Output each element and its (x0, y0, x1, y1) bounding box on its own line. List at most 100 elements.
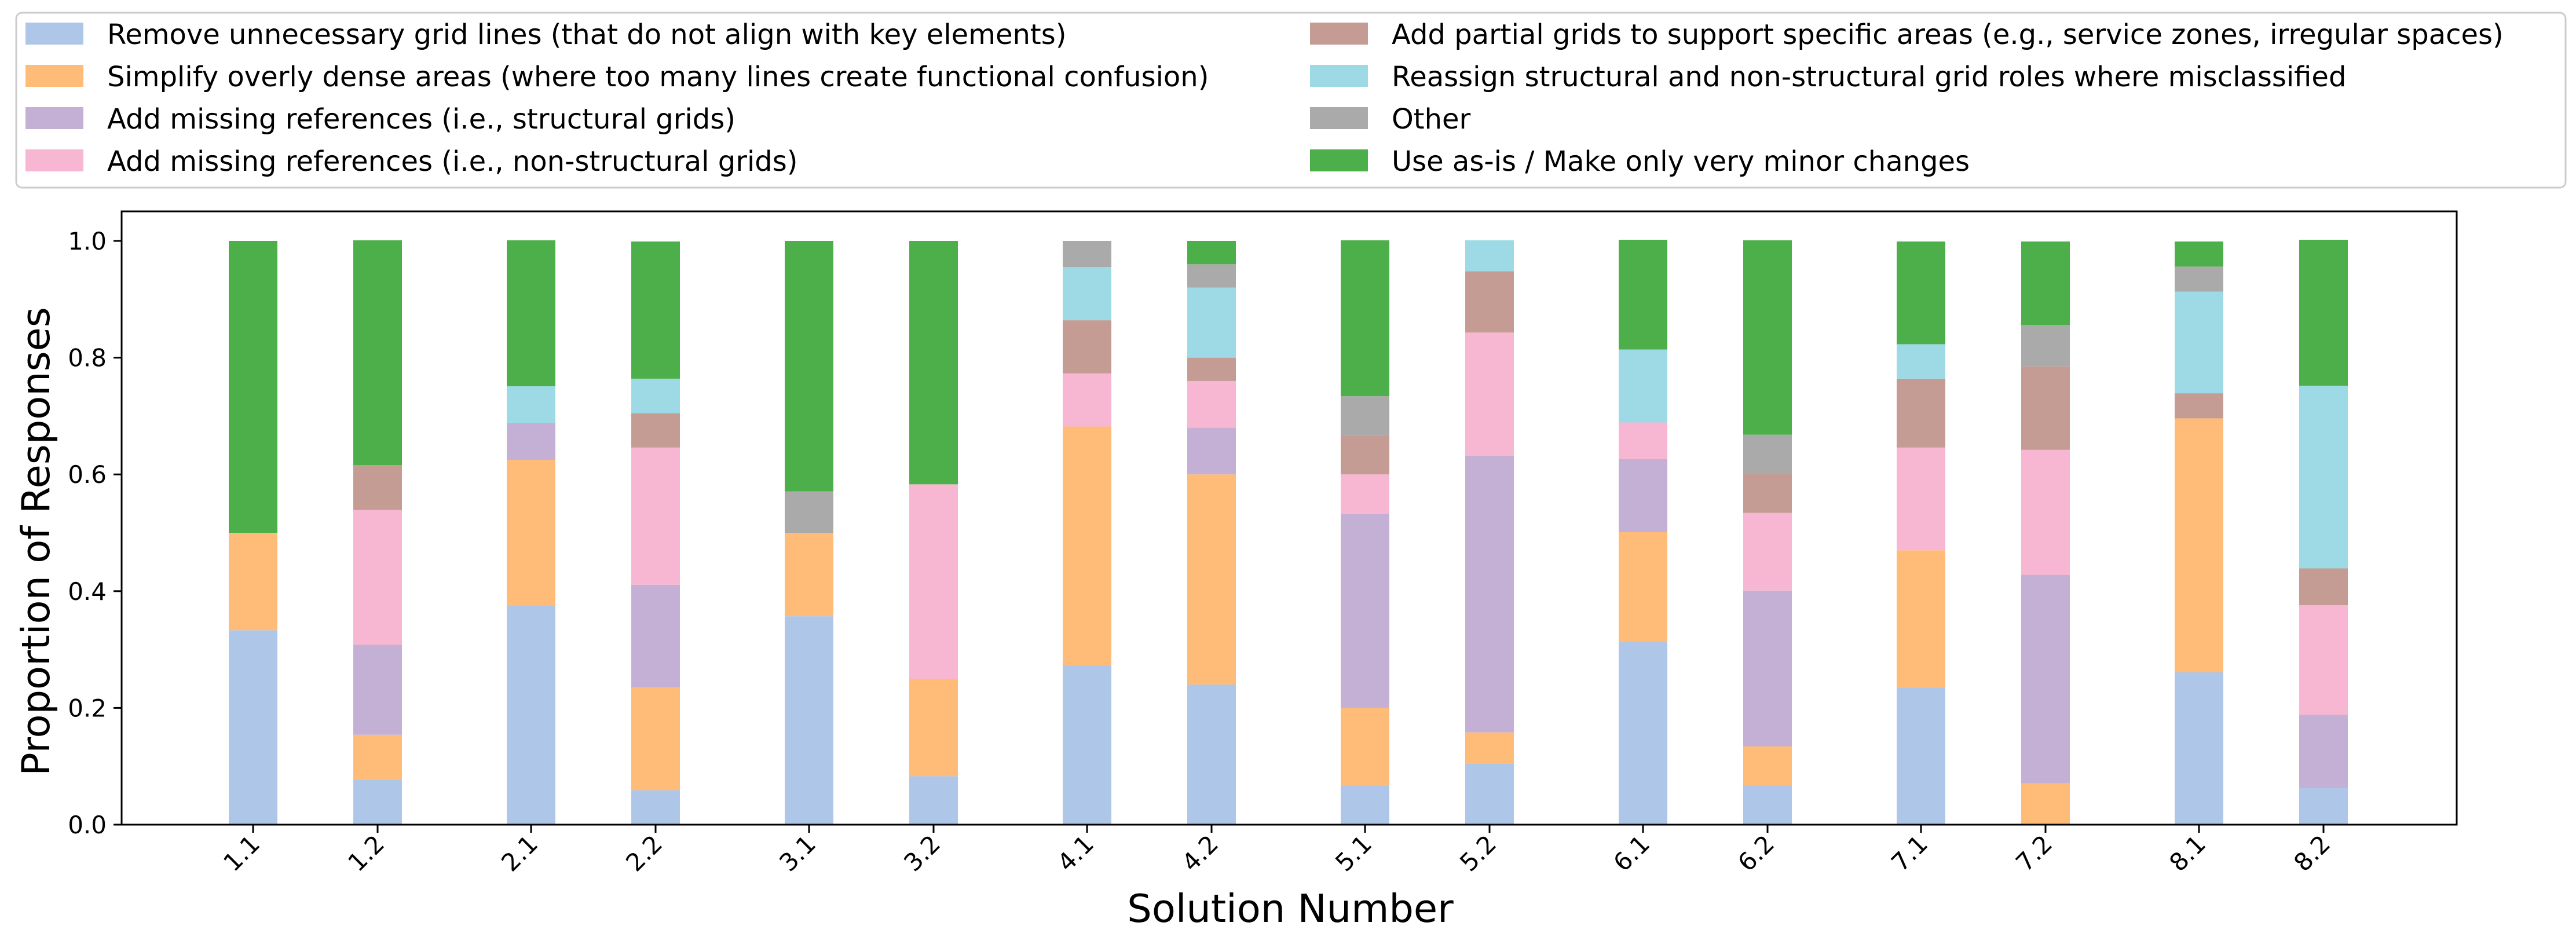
bar-segment (2299, 605, 2348, 715)
bar-segment (507, 240, 555, 386)
bar-segment (1063, 241, 1111, 268)
bar-segment (2021, 325, 2070, 367)
bar-segment (229, 630, 277, 825)
legend-label: Add partial grids to support specific ar… (1392, 19, 2504, 51)
bar-segment (1187, 264, 1236, 288)
bar-segment (2021, 449, 2070, 575)
bar-segment (1619, 642, 1667, 825)
bar-segment (909, 241, 958, 485)
bar-segment (1465, 332, 1514, 456)
bar-segment (1743, 240, 1792, 435)
x-tick-label: 3.1 (774, 829, 821, 877)
x-tick-label: 8.2 (2288, 829, 2336, 877)
bar-segment (2175, 418, 2223, 672)
x-tick-label: 5.2 (1454, 829, 1502, 877)
bar-segment (1063, 320, 1111, 374)
bar-segment (909, 776, 958, 825)
x-axis: 1.1 1.2 2.1 2.2 3.1 3.2 4.1 4.2 5.1 5.2 6.1 6.2 7.1 7… (218, 825, 2336, 877)
bar-segment (2299, 568, 2348, 605)
bar-segment (353, 645, 402, 735)
plot-frame (120, 210, 2458, 826)
bar-segment (2175, 291, 2223, 394)
legend-label: Simplify overly dense areas (where too m… (107, 61, 1209, 93)
legend-label: Add missing references (i.e., non-struct… (107, 145, 798, 178)
bar-segment (1465, 271, 1514, 333)
bar-segment (1897, 378, 1945, 448)
x-tick-label: 2.2 (620, 829, 668, 877)
legend-swatch (25, 107, 83, 129)
bar-segment (1187, 357, 1236, 381)
bar-segment (631, 241, 680, 379)
bar-segment (1619, 459, 1667, 532)
bar-segment (1063, 267, 1111, 321)
legend-swatch (25, 149, 83, 171)
bar-segment (353, 465, 402, 510)
bar-segment (909, 679, 958, 777)
bar-segment (1063, 665, 1111, 825)
bar-segment (1465, 455, 1514, 733)
bar-segment (785, 616, 833, 825)
bar-segment (229, 241, 277, 533)
bar-segment (2175, 241, 2223, 267)
bar-segment (631, 790, 680, 825)
bar-segment (353, 734, 402, 780)
bar-segment (353, 779, 402, 825)
bar-segment (2299, 788, 2348, 825)
bar-segment (631, 584, 680, 688)
bar-segment (1743, 590, 1792, 746)
bar-segment (1187, 427, 1236, 475)
bar-segment (2021, 241, 2070, 325)
bar-segment (507, 460, 555, 606)
x-tick-label: 6.2 (1732, 829, 1780, 877)
x-tick-label: 7.1 (1886, 829, 1933, 877)
bar-segment (631, 378, 680, 413)
bar-segment (1341, 708, 1389, 786)
y-tick-label: 0.6 (68, 460, 107, 489)
bar-segment (2299, 385, 2348, 569)
bar-segment (1187, 474, 1236, 685)
legend-swatch (1310, 149, 1368, 171)
bar-segment (1063, 426, 1111, 665)
bar-segment (2021, 366, 2070, 450)
bar-segment (1619, 239, 1667, 350)
bar-segment (353, 240, 402, 466)
bar-segment (631, 413, 680, 448)
bar-segment (1897, 687, 1945, 825)
bar-segment (2175, 266, 2223, 292)
bar-segment (1341, 513, 1389, 708)
bar-segment (1619, 349, 1667, 423)
bar-segment (909, 484, 958, 679)
bar-segment (2021, 574, 2070, 784)
y-axis-label: Proportion of Responses (13, 307, 58, 776)
bar-segment (1341, 396, 1389, 435)
bar-segment (1341, 785, 1389, 825)
bar-segment (1465, 732, 1514, 764)
bar-segment (1619, 422, 1667, 459)
bar-segment (1341, 474, 1389, 514)
bars (229, 239, 2348, 825)
bar-segment (2175, 672, 2223, 825)
y-tick-label: 0.8 (68, 344, 107, 372)
bar-segment (1341, 240, 1389, 397)
bar-segment (1897, 550, 1945, 688)
x-tick-label: 4.2 (1176, 829, 1224, 877)
legend-label: Reassign structural and non-structural g… (1392, 61, 2346, 93)
x-tick-label: 1.1 (218, 829, 265, 877)
x-axis-label: Solution Number (1127, 886, 1454, 931)
x-tick-label: 5.1 (1330, 829, 1377, 877)
bar-segment (631, 687, 680, 790)
bar-segment (1743, 474, 1792, 513)
y-tick-label: 0.2 (68, 694, 107, 722)
legend: Remove unnecessary grid lines (that do n… (15, 12, 2567, 189)
bar-segment (1063, 373, 1111, 427)
legend-swatch (1310, 107, 1368, 129)
bar-segment (1743, 434, 1792, 474)
legend-frame (15, 12, 2567, 189)
bar-segment (2175, 393, 2223, 419)
bar-segment (1341, 435, 1389, 475)
bar-segment (2299, 239, 2348, 386)
x-tick-label: 4.1 (1052, 829, 1099, 877)
bar-segment (507, 386, 555, 423)
bar-segment (631, 447, 680, 585)
